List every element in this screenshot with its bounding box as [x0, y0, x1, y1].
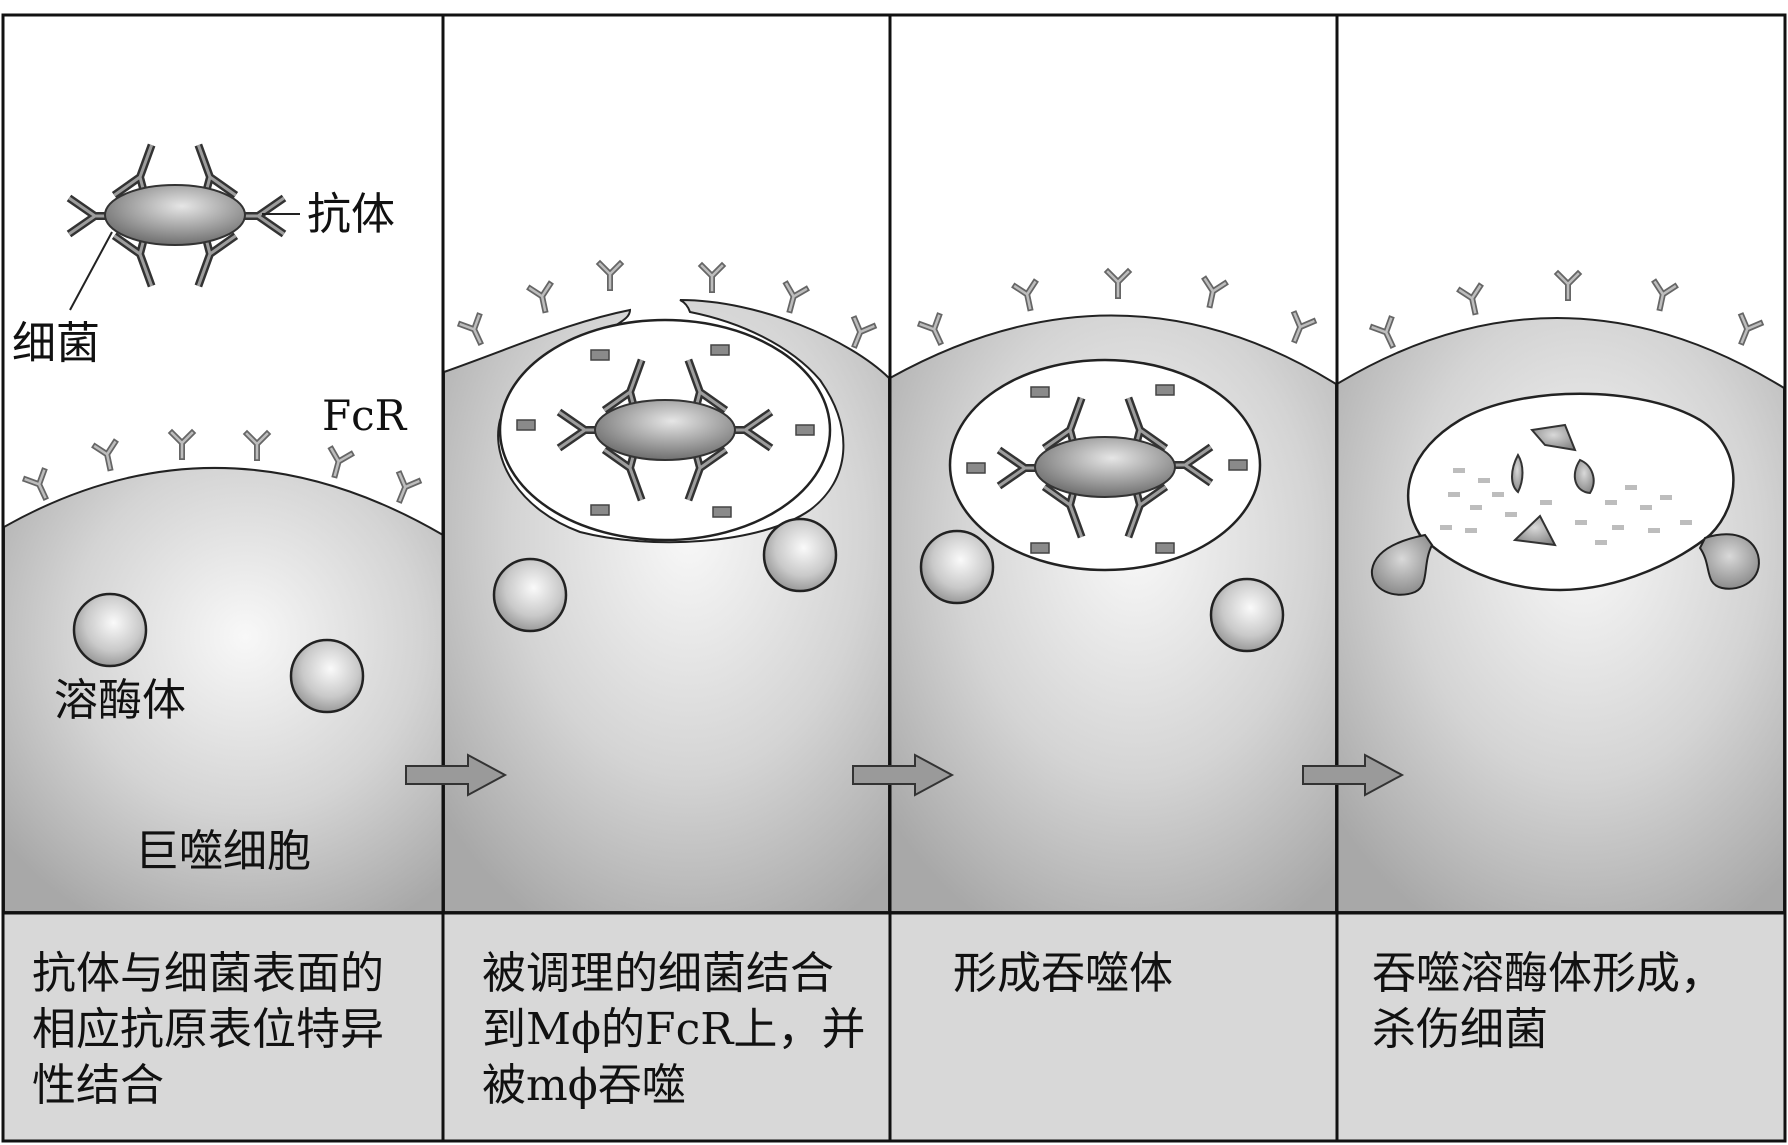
lysosome-label: 溶酶体 [54, 675, 186, 726]
bacteria-label: 细菌 [12, 318, 100, 369]
lysosome [289, 638, 365, 714]
caption-band [4, 913, 1784, 1141]
bacterial-fragments [1511, 423, 1595, 547]
bacteria-leader-line [69, 231, 113, 311]
fused-lysosome-remnant [1370, 533, 1434, 596]
panel-3-caption: 形成吞噬体 [953, 948, 1173, 999]
stage-arrow [1302, 753, 1405, 797]
stage-arrow [852, 753, 955, 797]
panel-2-caption: 被调理的细菌结合 到Mϕ的FcR上，并 被mϕ吞噬 [482, 948, 866, 1111]
lysosome [492, 557, 568, 633]
opsonized-bacterium [69, 139, 284, 292]
panel-4-caption: 吞噬溶酶体形成， 杀伤细菌 [1372, 948, 1724, 1055]
panel-frame [1, 13, 1787, 1143]
stage-arrow [405, 753, 508, 797]
lysosome [919, 529, 995, 605]
macrophage-label: 巨噬细胞 [135, 826, 311, 877]
bacterium-body [1034, 436, 1176, 498]
fcr-label: FcR [322, 391, 408, 440]
phagolysosome [1406, 392, 1735, 592]
macrophage-cell [443, 299, 890, 913]
lysosome [72, 592, 148, 668]
opsonized-bacterium [516, 344, 815, 518]
opsonized-bacterium [966, 384, 1248, 554]
lysosome [1209, 577, 1285, 653]
antibody-label: 抗体 [307, 189, 395, 240]
fused-lysosome-remnant [1698, 533, 1760, 590]
bacterium-body [594, 399, 736, 461]
lysosome [762, 517, 838, 593]
digested-debris [1440, 468, 1692, 545]
macrophage-cell [3, 467, 444, 913]
bacterium-body [104, 184, 246, 246]
panel-1-caption: 抗体与细菌表面的 相应抗原表位特异 性结合 [32, 948, 384, 1111]
